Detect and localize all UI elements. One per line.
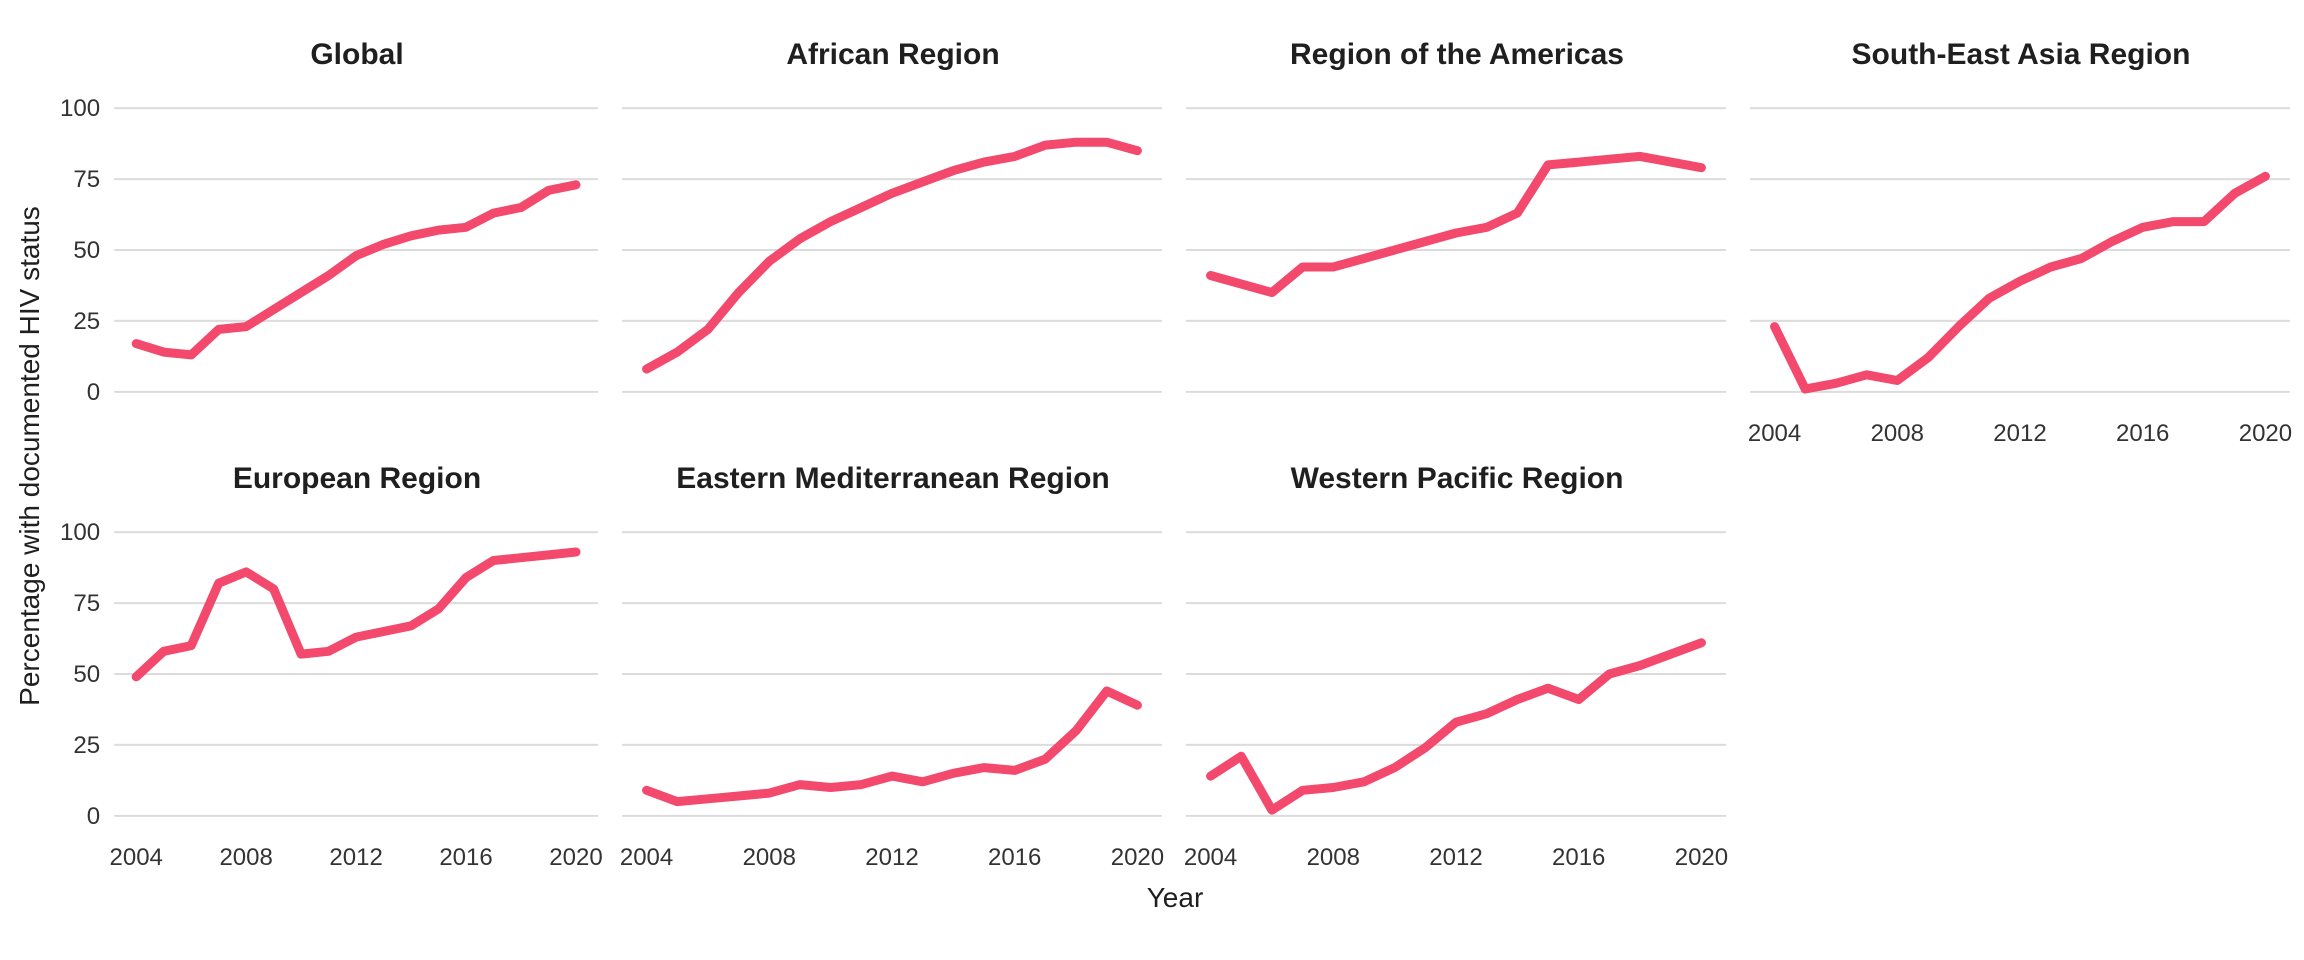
y-tick-label: 50 (73, 661, 100, 688)
x-axis-title: Year (1146, 882, 1204, 913)
facet-title: South-East Asia Region (1851, 38, 2191, 71)
x-tick-strip: 2004 2008 2012 2016 2020 (54, 840, 604, 874)
x-tick-strip: 2004 2008 2012 2016 2020 (1182, 840, 1732, 874)
trend-line (1206, 151, 1706, 297)
facet-region-of-the-americas: Region of the Americas (1182, 26, 1732, 450)
line-chart-panel: 100 75 50 25 0 (60, 519, 598, 830)
line-chart-panel: 100 75 50 25 0 (60, 95, 598, 406)
facet-global: Global 100 75 50 25 0 (54, 26, 604, 450)
facet-title: Region of the Americas (1290, 38, 1624, 71)
facet-title: Global (310, 38, 404, 71)
x-tick-strip (618, 416, 1168, 450)
y-tick-label: 100 (60, 95, 100, 122)
x-tick-label: 2012 (1993, 420, 2047, 447)
y-tick-label: 50 (73, 237, 100, 264)
line-chart-panel (1750, 107, 2290, 394)
facet-western-pacific-region: Western Pacific Region 2004 2008 2012 2016 20… (1182, 450, 1732, 874)
trend-line (131, 547, 581, 682)
x-tick-label: 2012 (865, 844, 919, 871)
facet-title: Eastern Mediterranean Region (676, 462, 1110, 495)
facet-african-region: African Region (618, 26, 1168, 450)
x-tick-label: 2008 (219, 844, 273, 871)
trend-line (1770, 171, 2270, 394)
line-chart-panel (1186, 531, 1726, 817)
facet-eastern-mediterranean-region: Eastern Mediterranean Region 2004 2008 2012… (618, 450, 1168, 874)
facet-title: European Region (232, 462, 482, 495)
line-chart-panel (622, 107, 1162, 393)
trend-line (642, 686, 1142, 807)
x-tick-label: 2008 (1306, 844, 1360, 871)
y-tick-label: 25 (73, 732, 100, 759)
y-axis-title-container: Percentage with documented HIV status (6, 26, 54, 886)
x-tick-label: 2020 (549, 844, 603, 871)
facet-title: Western Pacific Region (1290, 462, 1624, 495)
y-tick-label: 25 (73, 308, 100, 335)
facet-grid: Global 100 75 50 25 0 African Region Region of … (54, 26, 2296, 874)
x-tick-label: 2016 (439, 844, 493, 871)
x-tick-label: 2020 (1110, 844, 1165, 871)
chart-main-area: Global 100 75 50 25 0 African Region Region of … (54, 26, 2296, 960)
line-chart-panel (622, 531, 1162, 817)
x-tick-strip: 2004 2008 2012 2016 2020 (1746, 416, 2296, 450)
x-tick-label: 2008 (742, 844, 796, 871)
line-chart-panel (1186, 107, 1726, 393)
x-tick-label: 2004 (1747, 420, 1802, 447)
y-tick-label: 0 (87, 379, 100, 406)
x-tick-label: 2012 (329, 844, 383, 871)
trend-line (1206, 638, 1706, 815)
y-tick-label: 100 (60, 519, 100, 546)
x-tick-label: 2020 (1674, 844, 1729, 871)
x-tick-label: 2004 (619, 844, 674, 871)
x-tick-label: 2016 (2116, 420, 2170, 447)
x-tick-label: 2020 (2238, 420, 2293, 447)
x-tick-label: 2016 (1552, 844, 1606, 871)
x-tick-label: 2004 (1183, 844, 1238, 871)
x-tick-label: 2012 (1429, 844, 1483, 871)
facet-title: African Region (786, 38, 1000, 71)
facet-south-east-asia-region: South-East Asia Region 2004 2008 2012 2016 20… (1746, 26, 2296, 450)
x-tick-strip: 2004 2008 2012 2016 2020 (618, 840, 1168, 874)
facet-european-region: European Region 100 75 50 25 0 2004 2008 2012 201… (54, 450, 604, 874)
trend-line (131, 180, 581, 360)
y-tick-label: 75 (73, 590, 100, 617)
x-tick-strip (54, 416, 604, 450)
x-tick-label: 2004 (109, 844, 163, 871)
x-tick-label: 2016 (988, 844, 1042, 871)
x-tick-strip (1182, 416, 1732, 450)
y-tick-label: 75 (73, 166, 100, 193)
y-tick-label: 0 (87, 803, 100, 830)
trend-line (642, 137, 1142, 374)
x-tick-label: 2008 (1870, 420, 1924, 447)
y-axis-title: Percentage with documented HIV status (14, 206, 45, 706)
